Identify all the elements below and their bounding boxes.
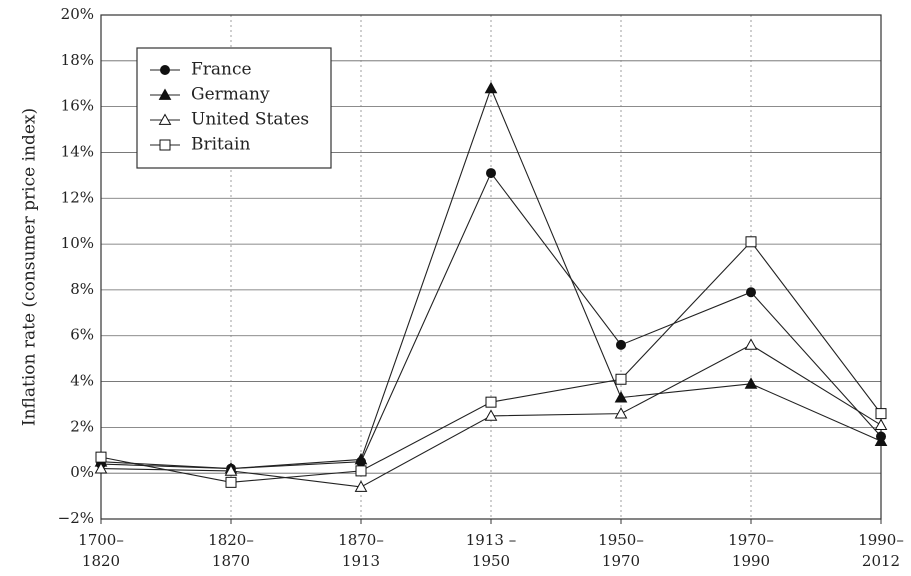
y-tick-label: 16% <box>61 97 94 115</box>
x-tick-label: 1870– <box>338 531 384 549</box>
x-tick-label: 1950– <box>598 531 644 549</box>
y-tick-label: 20% <box>61 5 94 23</box>
y-tick-label: 0% <box>70 463 94 481</box>
legend-label: France <box>191 60 252 80</box>
data-point <box>746 287 756 298</box>
legend-item: Germany <box>150 85 270 105</box>
data-point <box>94 462 108 474</box>
grid <box>100 15 882 524</box>
x-tick-labels: 1700– 1820 1820– 1870 1870– 1913 1913 – 1950 195… <box>78 531 904 570</box>
y-tick-label: 18% <box>61 51 94 69</box>
data-point <box>484 81 498 94</box>
data-point <box>614 407 628 419</box>
data-point <box>744 338 758 350</box>
y-tick-label: 12% <box>61 188 94 206</box>
x-tick-label: 1820– <box>208 531 254 549</box>
data-point <box>224 464 238 476</box>
data-point <box>159 139 171 151</box>
x-tick-label: 1990 <box>732 552 770 570</box>
y-axis-label: Inflation rate (consumer price index) <box>20 108 40 426</box>
data-point <box>355 465 367 477</box>
x-tick-label: 1700– <box>78 531 124 549</box>
series-lines <box>94 81 888 492</box>
y-tick-label: 2% <box>70 417 94 435</box>
y-tick-label: 6% <box>70 326 94 344</box>
x-tick-label: 1820 <box>82 552 120 570</box>
legend-item: Britain <box>150 135 250 155</box>
legend-label: Germany <box>191 85 270 105</box>
data-point <box>158 88 172 100</box>
y-tick-label: 4% <box>70 372 94 390</box>
data-point <box>160 65 170 75</box>
data-point <box>874 418 888 430</box>
data-point <box>745 236 757 248</box>
plot-frame <box>100 14 882 520</box>
legend-label: Britain <box>191 135 250 155</box>
data-point <box>744 377 758 389</box>
data-point <box>158 113 172 125</box>
data-point <box>874 434 888 447</box>
series-united-states <box>94 338 888 492</box>
data-point <box>615 373 627 385</box>
y-tick-label: 14% <box>61 142 94 160</box>
legend-label: United States <box>191 110 309 130</box>
x-tick-label: 1950 <box>472 552 510 570</box>
legend-item: France <box>150 60 252 80</box>
x-tick-label: 1970 <box>602 552 640 570</box>
legend: France Germany United States Britain <box>136 47 332 169</box>
y-tick-label: 10% <box>61 234 94 252</box>
x-tick-label: 1913 <box>342 552 380 570</box>
data-point <box>485 396 497 408</box>
y-tick-labels: −2% 0% 2% 4% 6% 8% 10% 12% 14% 16% 18% 20% <box>58 5 94 527</box>
series-britain <box>95 236 887 488</box>
data-point <box>484 409 498 421</box>
data-point <box>486 168 496 179</box>
data-point <box>354 452 368 465</box>
data-point <box>225 476 237 488</box>
data-point <box>354 480 368 492</box>
x-tick-label: 2012 <box>862 552 900 570</box>
data-point <box>614 391 628 403</box>
data-point <box>875 408 887 420</box>
y-tick-label: 8% <box>70 280 94 298</box>
y-tick-label: −2% <box>58 509 94 527</box>
x-tick-label: 1970– <box>728 531 774 549</box>
data-point <box>95 451 107 463</box>
x-tick-label: 1990– <box>858 531 904 549</box>
legend-item: United States <box>150 110 309 130</box>
x-tick-label: 1870 <box>212 552 250 570</box>
data-point <box>616 339 626 350</box>
x-tick-label: 1913 – <box>466 531 516 549</box>
